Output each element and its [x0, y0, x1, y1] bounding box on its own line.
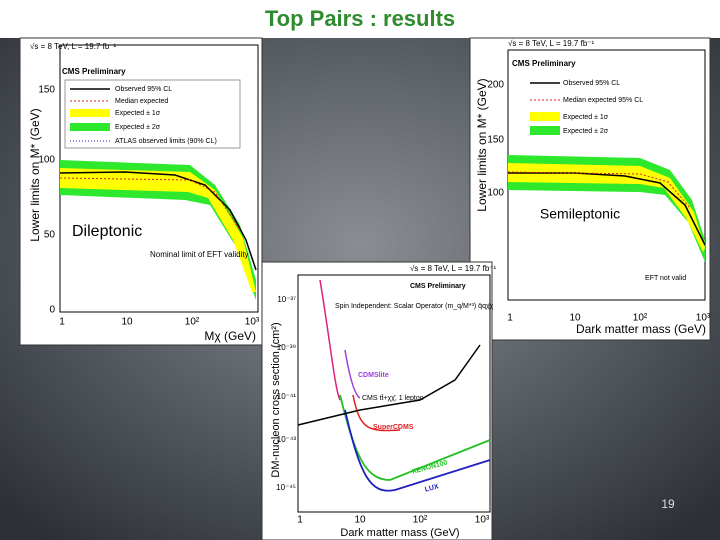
- curve-label: LUX: [424, 483, 440, 493]
- label: CMS Preliminary: [410, 283, 466, 290]
- legend-entry: Observed 95% CL: [563, 80, 620, 87]
- curve-label: CMS tt̄+χχ̄, 1 lepton: [362, 394, 424, 402]
- header: √s = 8 TeV, L = 19.7 fb⁻¹: [410, 264, 496, 273]
- x-tick-label: 10³: [475, 515, 490, 526]
- y-axis-title: Lower limits on M* (GeV): [475, 78, 489, 211]
- annotation: Dileptonic: [72, 223, 142, 240]
- x-tick-label: 10: [354, 515, 366, 526]
- x-axis-title: Dark matter mass (GeV): [340, 527, 459, 539]
- semileptonic-plot: √s = 8 TeV, L = 19.7 fb⁻¹ CMS Preliminar…: [469, 37, 711, 341]
- title-bar: [0, 0, 720, 38]
- y-tick-label: 10⁻⁴³: [277, 435, 297, 444]
- x-axis-title: Dark matter mass (GeV): [576, 322, 706, 336]
- legend-entry: ATLAS observed limits (90% CL): [115, 138, 217, 145]
- x-tick-label: 10²: [633, 313, 648, 324]
- curve-label: SuperCDMS: [373, 424, 414, 431]
- y-tick-label: 200: [487, 80, 504, 91]
- y-tick-label: 100: [38, 155, 55, 166]
- x-tick-label: 10³: [696, 313, 711, 324]
- x-axis-title: Mχ (GeV): [204, 329, 256, 343]
- label: CMS Preliminary: [512, 59, 576, 68]
- y-tick-label: 100: [487, 188, 504, 199]
- y-tick-label: 150: [38, 85, 55, 96]
- legend-entry: Expected ± 2σ: [563, 128, 609, 135]
- cross-section-plot: √s = 8 TeV, L = 19.7 fb⁻¹ CMS Preliminar…: [261, 261, 496, 540]
- y-tick-label: 50: [44, 230, 56, 241]
- x-tick-label: 10: [569, 313, 581, 324]
- y-tick-label: 10⁻⁴¹: [277, 392, 297, 401]
- legend-entry: Expected ± 1σ: [563, 114, 609, 121]
- x-tick-label: 1: [507, 313, 513, 324]
- x-tick-label: 1: [297, 515, 303, 526]
- y-tick-label: 10⁻³⁷: [277, 295, 296, 304]
- y-tick-label: 150: [487, 135, 504, 146]
- y-tick-label: 10⁻³⁹: [277, 343, 296, 352]
- y-axis-title: DM-nucleon cross section (cm²): [270, 322, 282, 477]
- y-tick-label: 10⁻⁴⁵: [276, 483, 296, 492]
- operator: Spin Independent: Scalar Operator (m_q/M…: [335, 303, 494, 310]
- annotation: Semileptonic: [540, 206, 620, 222]
- y-axis-title: Lower limits on M* (GeV): [28, 108, 42, 241]
- legend-entry: Median expected: [115, 98, 168, 105]
- x-tick-label: 10²: [413, 515, 428, 526]
- dileptonic-plot: √s = 8 TeV, L = 19.7 fb⁻¹ CMS Preliminar…: [19, 37, 263, 346]
- header: √s = 8 TeV, L = 19.7 fb⁻¹: [30, 42, 116, 51]
- x-tick-label: 10²: [185, 317, 200, 328]
- curve-label: CDMSlite: [358, 372, 389, 379]
- slide-title: Top Pairs : results: [265, 6, 455, 31]
- legend-entry: Expected ± 2σ: [115, 124, 161, 131]
- legend-entry: Median expected 95% CL: [563, 97, 643, 104]
- x-tick-label: 10³: [245, 317, 260, 328]
- note: Nominal limit of EFT validity: [150, 250, 249, 259]
- header: √s = 8 TeV, L = 19.7 fb⁻¹: [508, 39, 594, 48]
- x-tick-label: 1: [59, 317, 65, 328]
- page-number: 19: [661, 497, 675, 511]
- label: CMS Preliminary: [62, 67, 126, 76]
- legend-entry: Expected ± 1σ: [115, 110, 161, 117]
- y-tick-label: 0: [49, 305, 55, 316]
- legend-entry: Observed 95% CL: [115, 86, 172, 93]
- note: EFT not valid: [645, 275, 686, 282]
- x-tick-label: 10: [121, 317, 133, 328]
